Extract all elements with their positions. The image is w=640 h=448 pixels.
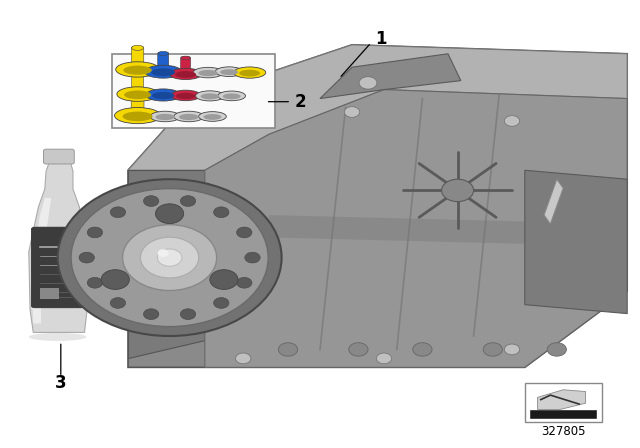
Circle shape: [101, 270, 129, 289]
Circle shape: [110, 297, 125, 308]
Circle shape: [110, 207, 125, 218]
Circle shape: [245, 252, 260, 263]
Ellipse shape: [117, 87, 158, 101]
Circle shape: [504, 116, 520, 126]
Ellipse shape: [215, 67, 243, 77]
Ellipse shape: [174, 111, 204, 122]
Ellipse shape: [196, 91, 225, 101]
Circle shape: [180, 309, 196, 319]
Bar: [530, 410, 596, 418]
Polygon shape: [31, 198, 51, 323]
Ellipse shape: [158, 52, 168, 56]
Circle shape: [547, 343, 566, 356]
Ellipse shape: [146, 89, 180, 101]
Ellipse shape: [198, 70, 218, 76]
Circle shape: [123, 225, 216, 291]
Text: 1: 1: [375, 30, 387, 48]
Ellipse shape: [151, 69, 175, 76]
Circle shape: [344, 107, 360, 117]
Ellipse shape: [115, 108, 161, 124]
Ellipse shape: [218, 91, 246, 101]
FancyBboxPatch shape: [131, 47, 144, 66]
Circle shape: [442, 179, 474, 202]
Circle shape: [237, 277, 252, 288]
Circle shape: [180, 196, 196, 207]
Circle shape: [71, 189, 268, 327]
Ellipse shape: [239, 70, 260, 77]
Polygon shape: [128, 170, 205, 358]
Ellipse shape: [171, 90, 200, 101]
FancyBboxPatch shape: [157, 52, 169, 69]
FancyBboxPatch shape: [132, 72, 143, 91]
Ellipse shape: [116, 62, 159, 77]
Circle shape: [79, 252, 95, 263]
Ellipse shape: [234, 67, 266, 78]
Ellipse shape: [170, 68, 202, 80]
Ellipse shape: [145, 65, 182, 78]
Circle shape: [87, 277, 102, 288]
Circle shape: [141, 237, 199, 278]
Ellipse shape: [198, 112, 227, 121]
FancyBboxPatch shape: [44, 149, 74, 164]
Ellipse shape: [223, 94, 241, 99]
Polygon shape: [525, 170, 627, 314]
Ellipse shape: [200, 93, 220, 99]
Circle shape: [156, 204, 184, 224]
Circle shape: [143, 196, 159, 207]
Bar: [525, 383, 602, 422]
Ellipse shape: [132, 45, 143, 50]
Ellipse shape: [220, 69, 238, 75]
Ellipse shape: [124, 65, 152, 75]
FancyBboxPatch shape: [31, 227, 84, 308]
Circle shape: [236, 353, 251, 364]
Text: 3: 3: [55, 374, 67, 392]
Ellipse shape: [123, 112, 152, 121]
Circle shape: [87, 227, 102, 238]
Polygon shape: [544, 179, 563, 224]
Circle shape: [143, 309, 159, 319]
Ellipse shape: [132, 71, 143, 76]
Bar: [112, 54, 275, 128]
Circle shape: [376, 353, 392, 364]
Ellipse shape: [156, 114, 175, 120]
Polygon shape: [320, 54, 461, 99]
Circle shape: [349, 343, 368, 356]
Circle shape: [413, 343, 432, 356]
Circle shape: [214, 297, 229, 308]
Circle shape: [278, 343, 298, 356]
Text: 2: 2: [295, 93, 307, 111]
Circle shape: [214, 207, 229, 218]
Text: 327805: 327805: [541, 425, 586, 439]
Polygon shape: [29, 162, 88, 332]
Ellipse shape: [152, 92, 175, 99]
Ellipse shape: [150, 111, 180, 122]
Ellipse shape: [204, 114, 221, 120]
Ellipse shape: [124, 90, 151, 99]
Ellipse shape: [181, 56, 190, 60]
Polygon shape: [128, 45, 627, 170]
Ellipse shape: [179, 114, 198, 120]
Circle shape: [504, 344, 520, 355]
Circle shape: [359, 77, 377, 89]
Polygon shape: [269, 215, 627, 246]
Polygon shape: [538, 390, 586, 409]
Ellipse shape: [175, 71, 196, 78]
FancyBboxPatch shape: [131, 91, 144, 112]
Ellipse shape: [29, 333, 86, 341]
Bar: [40, 288, 59, 299]
Circle shape: [157, 249, 169, 257]
Ellipse shape: [176, 93, 195, 99]
Ellipse shape: [193, 67, 223, 78]
Ellipse shape: [131, 90, 144, 95]
Circle shape: [483, 343, 502, 356]
Circle shape: [237, 227, 252, 238]
Polygon shape: [128, 45, 627, 367]
Circle shape: [210, 270, 238, 289]
Circle shape: [58, 179, 282, 336]
Circle shape: [157, 249, 182, 266]
Polygon shape: [205, 90, 627, 367]
FancyBboxPatch shape: [180, 56, 191, 72]
